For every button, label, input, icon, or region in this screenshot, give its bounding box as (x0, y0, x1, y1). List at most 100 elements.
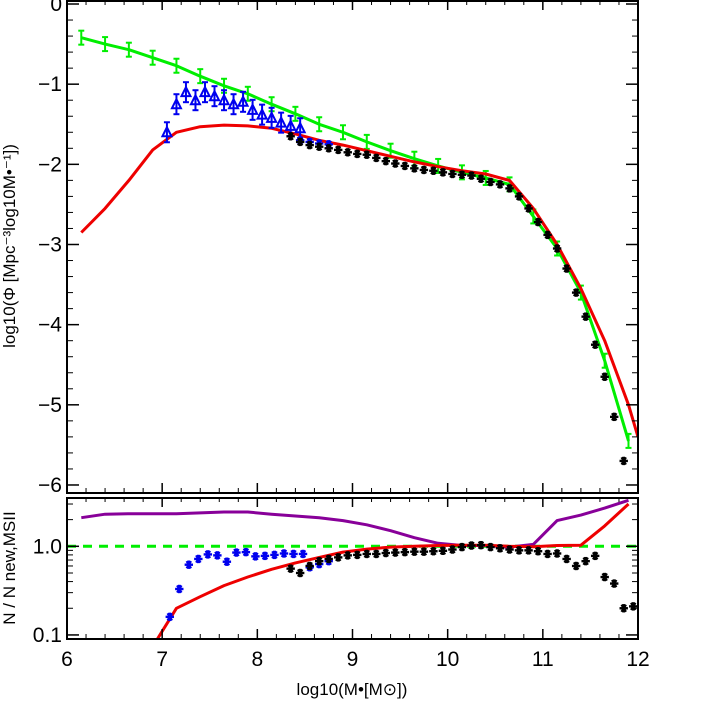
main-series-4-point (305, 140, 314, 150)
ratio-series-4-point (581, 556, 590, 566)
main-series-4-point (524, 204, 533, 213)
ratio-series-3-point (222, 557, 232, 566)
main-series-4-point (457, 170, 467, 179)
ratio-series-4-point (448, 545, 457, 554)
main-y-axis-label: log10(Φ [Mpc⁻³log10M•⁻¹]) (0, 144, 19, 348)
ratio-series-4-point (486, 542, 495, 552)
ratio-series-4-point (314, 556, 324, 566)
main-ytick-label: −1 (38, 73, 62, 96)
ratio-series-4-point (552, 549, 562, 558)
ratio-series-4-point (629, 602, 638, 611)
ratio-series-4-point (334, 553, 343, 562)
ratio-series-3-point (279, 549, 289, 558)
main-series-4-point (571, 288, 581, 297)
main-series-2-point (246, 98, 259, 121)
main-series-2-point (227, 93, 240, 116)
main-series-4-point (314, 142, 324, 151)
main-series-4-point (381, 156, 391, 166)
main-series-2-point (189, 89, 202, 112)
main-ytick-label: −5 (38, 394, 62, 417)
ratio-series-3-point (241, 547, 251, 557)
main-ytick-label: 0 (50, 0, 62, 16)
main-series-4-point (505, 184, 514, 193)
ratio-series-4-point (571, 561, 581, 571)
ratio-series-2-line (156, 502, 630, 639)
main-series-2-point (198, 81, 212, 104)
main-series-2-point (294, 117, 307, 140)
ratio-y-axis-label: N / N new,MSII (0, 511, 19, 624)
ratio-series-4-point (400, 547, 410, 557)
main-series-4-point (619, 456, 628, 466)
main-series-4-point (533, 217, 543, 227)
ratio-xtick-label: 7 (156, 648, 168, 671)
ratio-series-4-point (590, 551, 600, 561)
main-series-4-point (295, 137, 305, 147)
main-ytick-label: −3 (38, 233, 62, 256)
ratio-xtick-label: 9 (347, 648, 359, 671)
ratio-series-4-point (619, 604, 628, 613)
ratio-ytick-label: 1.0 (33, 535, 62, 558)
main-series-4-point (467, 171, 476, 180)
main-series-4-point (448, 169, 457, 179)
ratio-series-3-point (298, 549, 308, 559)
main-series-0-errorbar (625, 432, 632, 449)
ratio-series-4-point (362, 549, 371, 559)
ratio-series-4-point (476, 540, 486, 550)
ratio-series-4-point (343, 551, 352, 560)
ratio-series-3-point (203, 550, 213, 559)
ratio-series-4-point (429, 546, 438, 556)
x-axis-label: log10(M•[M⊙]) (297, 680, 408, 699)
ratio-series-4-point (305, 561, 314, 571)
main-series-4-point (362, 150, 371, 159)
main-series-2-point (208, 85, 221, 108)
ratio-series-4-point (533, 546, 543, 556)
ratio-series-4-point (457, 542, 467, 552)
ratio-plot-area (67, 498, 638, 639)
main-series-4-point (476, 174, 486, 183)
ratio-series-3-point (232, 548, 241, 557)
main-series-4-point (590, 340, 600, 349)
main-series-4-point (552, 244, 562, 253)
main-series-4-point (610, 412, 619, 422)
main-series-2-point (236, 90, 250, 113)
main-series-2-point (217, 89, 231, 112)
ratio-series-4-point (381, 548, 391, 558)
main-series-4-point (324, 144, 333, 153)
ratio-series-3-point (260, 551, 270, 561)
ratio-series-4-point (562, 554, 571, 564)
ratio-series-3-point (175, 584, 184, 594)
ratio-series-3-point (251, 552, 260, 561)
main-series-0-errorbar (339, 124, 346, 141)
main-series-2-point (275, 111, 288, 134)
ratio-xtick-label: 12 (626, 648, 649, 671)
main-series-4-point (400, 161, 410, 171)
ratio-series-4-point (438, 546, 448, 556)
ratio-series-4-point (353, 550, 362, 560)
ratio-series-4-point (514, 546, 524, 555)
ratio-series-4-point (495, 544, 505, 553)
ratio-series-3-point (270, 550, 279, 560)
ratio-series-3-point (194, 554, 203, 564)
ratio-series-4-point (286, 564, 295, 573)
ratio-series-4-point (610, 579, 619, 588)
main-panel: 0 −1 −2 −3 −4 −5 −6 (38, 0, 639, 497)
main-series-0-errorbar (316, 116, 323, 133)
ratio-series-4-point (391, 548, 400, 557)
ratio-series-4-point (543, 549, 552, 559)
ratio-series-4-point (467, 541, 476, 550)
ratio-xtick-label: 8 (251, 648, 263, 671)
main-series-4-point (486, 177, 495, 187)
main-series-2-point (179, 81, 193, 104)
main-series-4-point (410, 164, 419, 173)
main-series-0-errorbar (173, 57, 180, 74)
main-series-2-point (255, 103, 269, 126)
ratio-series-4-point (524, 546, 533, 555)
main-series-2-point (170, 93, 183, 116)
main-series-2-point (160, 121, 174, 144)
ratio-panel: 6 7 8 9 10 11 12 1.0 0.1 (33, 497, 650, 671)
main-series-0-errorbar (292, 105, 299, 122)
main-series-4-point (419, 165, 429, 175)
ratio-xtick-label: 10 (436, 648, 459, 671)
